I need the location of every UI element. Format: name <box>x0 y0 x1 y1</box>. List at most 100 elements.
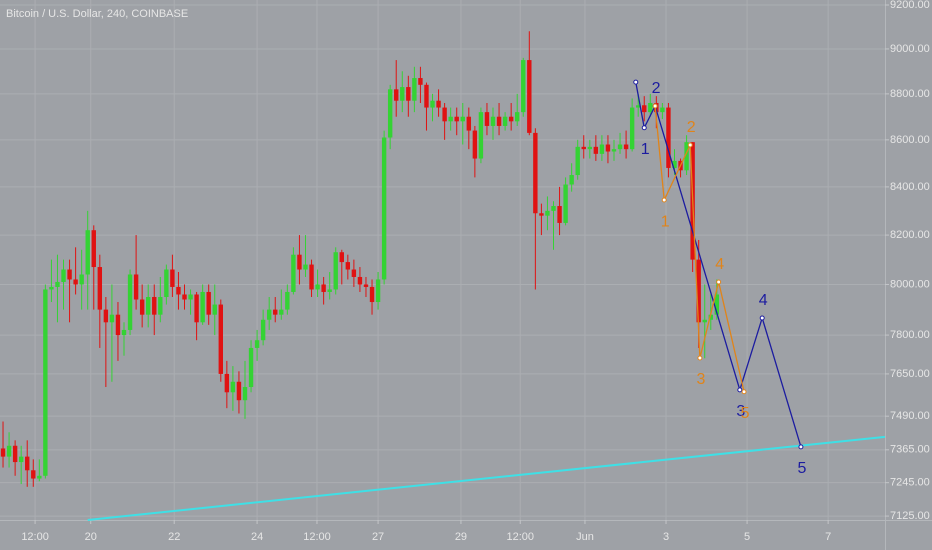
chart-title: Bitcoin / U.S. Dollar, 240, COINBASE <box>6 8 188 20</box>
candle-body <box>79 274 84 285</box>
candle-body <box>224 373 230 393</box>
candle-body <box>533 132 538 214</box>
drawings: 1 2 3 4 5 1 2 3 4 5 <box>87 79 886 521</box>
candle-body <box>684 142 689 171</box>
candle-body <box>551 206 556 211</box>
candle-body <box>611 149 617 152</box>
y-tick-label: 7125.00 <box>890 510 930 522</box>
candle-body <box>345 262 351 270</box>
wave-line <box>635 81 802 448</box>
candle-body <box>55 281 60 287</box>
x-tick-label: 5 <box>744 531 750 543</box>
x-tick-label: 12:00 <box>303 531 331 543</box>
candle-body <box>266 309 272 320</box>
y-tick-label: 7800.00 <box>890 329 930 341</box>
wave-label: 4 <box>759 292 768 309</box>
wave-point <box>737 387 743 393</box>
candle-body <box>297 254 302 270</box>
y-tick-label: 7365.00 <box>890 444 930 456</box>
y-tick-label: 7650.00 <box>890 368 930 380</box>
wave-label: 3 <box>736 403 745 420</box>
wave-point <box>633 79 639 85</box>
candle-body <box>508 116 514 122</box>
candle-body <box>387 89 393 138</box>
x-tick-label: 12:00 <box>21 531 49 543</box>
candle-body <box>448 116 453 122</box>
x-tick-label: 7 <box>825 531 831 543</box>
candle-body <box>515 112 520 122</box>
candle-body <box>139 299 145 315</box>
candle-body <box>363 284 369 287</box>
candle-body <box>660 107 665 113</box>
y-tick-label: 8600.00 <box>890 134 930 146</box>
candle-body <box>321 284 326 292</box>
y-tick-label: 9200.00 <box>890 0 930 11</box>
candle-body <box>672 160 677 168</box>
y-tick-label: 8000.00 <box>890 278 930 290</box>
trend-line <box>87 435 886 521</box>
x-tick-label: 27 <box>372 531 384 543</box>
candle-body <box>490 116 496 126</box>
wave-point <box>759 315 765 321</box>
candle-body <box>708 314 713 320</box>
candle-body <box>242 387 248 401</box>
candle-body <box>61 269 66 282</box>
candle-body <box>333 252 338 290</box>
candle-body <box>254 340 260 348</box>
candle-body <box>200 291 205 323</box>
candle-body <box>85 230 90 275</box>
candle-body <box>394 89 399 101</box>
candle-body <box>18 456 24 463</box>
candle-body <box>109 314 115 323</box>
candle-body <box>133 274 139 300</box>
x-tick-label: 3 <box>663 531 669 543</box>
candle-body <box>170 269 175 287</box>
wave-point <box>641 125 647 131</box>
candle-body <box>230 381 236 393</box>
candle-body <box>194 294 199 323</box>
candle-body <box>575 146 580 176</box>
candle-body <box>49 286 54 290</box>
candle-body <box>6 445 12 457</box>
x-tick-label: 22 <box>168 531 180 543</box>
candle-body <box>430 100 435 108</box>
candle-body <box>442 107 447 122</box>
candle-body <box>115 314 121 336</box>
candle-body <box>273 309 278 315</box>
candle-body <box>521 60 526 113</box>
x-tick-label: 12:00 <box>506 531 534 543</box>
candle-body <box>97 267 103 310</box>
candle-body <box>557 206 562 223</box>
y-tick-label: 8200.00 <box>890 229 930 241</box>
y-tick-label: 7490.00 <box>890 410 930 422</box>
candle-body <box>369 286 375 303</box>
candle-body <box>623 144 629 150</box>
candle-body <box>599 144 605 154</box>
candle-body <box>121 329 127 336</box>
candle-body <box>164 269 169 297</box>
wave-point <box>652 103 658 109</box>
candle-body <box>400 87 405 101</box>
candle-body <box>436 100 441 108</box>
wave-label: 3 <box>696 371 705 388</box>
x-tick-label: 29 <box>455 531 467 543</box>
candle-body <box>617 144 623 150</box>
candle-body <box>381 137 387 280</box>
candle-body <box>563 184 568 223</box>
wave-label: 2 <box>687 119 696 136</box>
candle-body <box>73 279 78 285</box>
candle-body <box>236 381 242 401</box>
candle-body <box>357 276 363 285</box>
candle-body <box>176 286 181 295</box>
wave-point <box>798 444 804 450</box>
candle-body <box>569 175 574 185</box>
y-tick-label: 7245.00 <box>890 477 930 489</box>
candle-body <box>67 269 72 280</box>
candle-body <box>260 319 266 341</box>
candle-body <box>25 456 30 471</box>
candle-body <box>43 289 48 476</box>
candle-body <box>545 210 550 216</box>
candle-body <box>182 294 187 300</box>
